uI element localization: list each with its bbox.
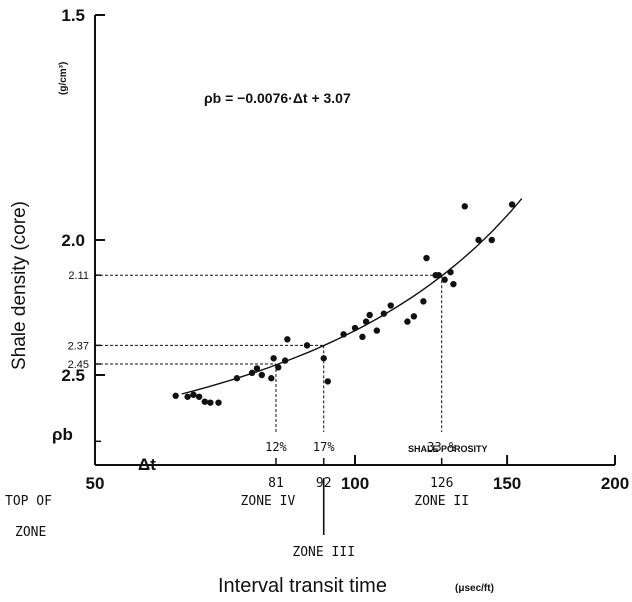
data-point — [488, 236, 495, 244]
zone-label-iv: ZONE IV — [241, 494, 296, 509]
data-point — [435, 271, 442, 279]
y-minor-tick-label: 2.45 — [68, 359, 89, 371]
y-bottom-symbol: ρb — [52, 425, 73, 444]
y-tick-label: 2.0 — [61, 231, 85, 250]
data-point — [450, 280, 457, 288]
data-point — [258, 371, 266, 379]
data-point — [233, 375, 241, 382]
data-point — [284, 336, 291, 343]
data-point — [340, 331, 347, 338]
data-point — [270, 355, 277, 362]
data-point — [195, 393, 203, 400]
data-point — [447, 268, 454, 276]
porosity-label: 17% — [313, 440, 335, 454]
data-point — [423, 254, 430, 262]
data-point — [380, 310, 388, 317]
x-tick-prefix: Δt — [138, 455, 156, 474]
data-point — [253, 365, 261, 372]
porosity-label: 12% — [265, 440, 287, 454]
annotations: ZONE IV ZONE III ZONE II — [241, 478, 469, 560]
fit-line — [181, 198, 523, 395]
data-point — [373, 327, 381, 334]
zone-heading-line2: ZONE — [15, 525, 46, 540]
x-tick-label: 150 — [493, 474, 521, 493]
data-point — [320, 355, 327, 362]
data-point — [351, 324, 359, 332]
fit-equation: ρb = −0.0076·Δt + 3.07 — [204, 90, 351, 106]
data-point — [190, 391, 197, 398]
data-point — [201, 398, 208, 405]
data-point — [184, 393, 191, 400]
zone-label-ii: ZONE II — [414, 494, 469, 509]
zone-label-iii: ZONE III — [292, 545, 355, 560]
x-tick-label: 200 — [601, 474, 629, 493]
data-point — [207, 399, 214, 406]
y-tick-label: 2.5 — [61, 366, 85, 385]
fit-line-group — [181, 198, 523, 395]
data-point — [281, 357, 289, 364]
porosity-caption: SHALE POROSITY — [408, 444, 488, 454]
zone-heading-line1: TOP OF — [5, 494, 52, 509]
data-point — [441, 276, 448, 283]
data-point — [248, 369, 256, 377]
y-minor-tick-label: 2.37 — [68, 340, 89, 352]
data-point — [303, 342, 311, 349]
data-point — [275, 364, 282, 371]
data-point — [172, 392, 179, 399]
data-point — [387, 302, 394, 309]
y-axis-label: Shale density (core) — [9, 201, 30, 370]
data-point — [508, 201, 516, 208]
data-point — [404, 318, 411, 325]
data-point — [215, 399, 222, 406]
y-tick-label: 1.5 — [61, 6, 85, 25]
data-point — [324, 378, 331, 385]
data-point — [461, 203, 468, 210]
data-point — [366, 311, 373, 319]
x-tick-label: 100 — [341, 474, 369, 493]
x-tick-label: 50 — [86, 474, 105, 493]
guide-lines: 12% 17% 33 % — [95, 274, 457, 454]
data-point — [410, 313, 418, 320]
x-axis-label: Interval transit time — [218, 575, 387, 597]
y-axis-unit: (g/cm³) — [58, 62, 69, 95]
data-points — [172, 201, 516, 406]
data-point — [268, 375, 275, 382]
x-minor-tick-label: 126 — [430, 476, 453, 491]
x-minor-tick-label: 81 — [268, 476, 284, 491]
data-point — [359, 333, 366, 341]
data-point — [475, 236, 482, 244]
y-ticks: 1.5 2.0 2.5 2.11 2.37 2.45 — [61, 6, 105, 443]
data-point — [362, 318, 370, 325]
porosity-label: 33 % — [427, 440, 457, 454]
x-axis-unit: (μsec/ft) — [455, 583, 494, 594]
y-minor-tick-label: 2.11 — [68, 270, 89, 282]
data-point — [420, 298, 427, 305]
